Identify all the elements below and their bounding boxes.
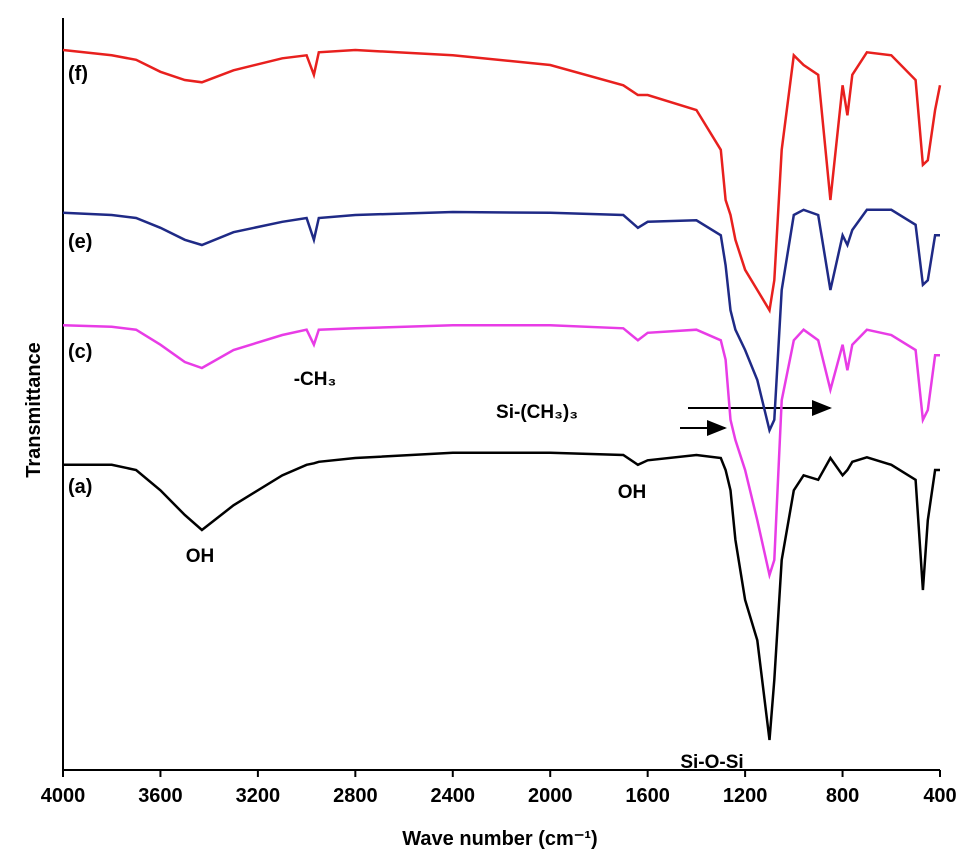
annotation: OH [186,546,215,567]
series-label: (c) [68,341,92,363]
spectrum-line [62,324,940,580]
x-tick-label: 4000 [41,785,86,807]
series-label: (a) [68,476,92,498]
x-axis-label: Wave number (cm⁻¹) [402,828,597,850]
x-tick-label: 2000 [528,785,573,807]
spectrum-line [63,451,940,741]
y-axis-label: Transmittance [23,342,45,478]
x-tick-label: 3600 [138,785,183,807]
x-tick-label: 800 [826,785,859,807]
spectrum-line [62,48,942,314]
series-label: (f) [68,63,88,85]
spectrum-line [62,208,940,435]
annotation: Si-(CH₃)₃ [496,402,578,423]
x-tick-label: 2800 [333,785,378,807]
series-label: (e) [68,231,92,253]
annotation: -CH₃ [294,369,337,390]
annotation: Si-O-Si [680,752,743,773]
x-tick-label: 2400 [431,785,476,807]
annotation: OH [618,482,647,503]
x-tick-label: 3200 [236,785,281,807]
x-tick-label: 1200 [723,785,768,807]
x-tick-label: 400 [923,785,956,807]
x-tick-label: 1600 [625,785,670,807]
